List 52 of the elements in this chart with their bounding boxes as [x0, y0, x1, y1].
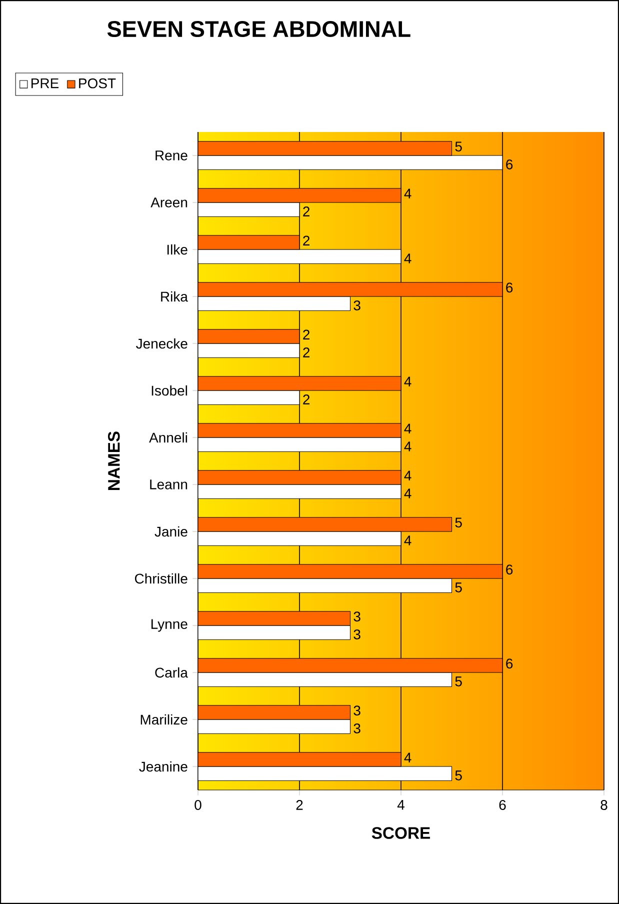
data-label: 4	[404, 376, 412, 386]
data-label: 2	[303, 394, 310, 404]
data-label: 2	[303, 236, 310, 246]
data-label: 4	[404, 470, 412, 480]
chart-title: SEVEN STAGE ABDOMINAL	[107, 20, 410, 38]
x-axis-title: SCORE	[372, 827, 430, 839]
legend-label: PRE	[32, 78, 59, 88]
legend-label: POST	[79, 78, 116, 88]
y-tick-label: Anneli	[149, 432, 188, 443]
data-label: 5	[455, 142, 462, 152]
data-label: 2	[303, 348, 310, 358]
data-label: 4	[404, 752, 412, 762]
data-label: 4	[404, 188, 412, 198]
y-tick-label: Lynne	[151, 619, 188, 632]
data-label: 2	[303, 206, 310, 216]
y-tick-label: Christille	[134, 573, 188, 584]
y-tick-label: Isobel	[152, 385, 188, 396]
x-tick-label: 2	[296, 800, 303, 810]
y-tick-label: Ilke	[167, 244, 188, 255]
data-label: 6	[506, 282, 513, 293]
y-tick-label: Marilize	[140, 714, 188, 725]
data-label: 6	[506, 159, 513, 170]
x-tick-label: 0	[194, 800, 202, 810]
y-tick-label: Rika	[161, 291, 188, 302]
data-label: 4	[404, 442, 412, 452]
data-label: 5	[455, 518, 462, 528]
data-label: 2	[303, 330, 310, 340]
y-tick-label: Leann	[150, 480, 188, 490]
data-label: 6	[506, 564, 513, 575]
data-label: 4	[404, 424, 412, 434]
y-tick-label: Jenecke	[136, 338, 188, 349]
y-axis-title: NAMES	[108, 432, 120, 490]
y-tick-label: Rene	[156, 150, 188, 160]
data-label: 3	[354, 300, 360, 310]
data-label: 3	[354, 629, 360, 640]
data-label: 5	[455, 582, 462, 592]
data-label: 5	[455, 770, 462, 780]
data-label: 5	[455, 676, 462, 686]
y-tick-label: Carla	[155, 667, 188, 678]
data-label: 4	[404, 488, 412, 498]
data-label: 3	[354, 723, 360, 734]
data-label: 3	[354, 612, 360, 622]
data-label: 6	[506, 658, 513, 669]
y-tick-label: Janie	[154, 526, 188, 537]
x-tick-label: 8	[600, 800, 608, 810]
y-tick-label: Areen	[150, 198, 188, 208]
data-label: 4	[404, 254, 412, 264]
x-tick-label: 4	[397, 800, 404, 810]
data-label: 3	[354, 706, 360, 716]
y-tick-label: Jeanine	[139, 761, 188, 772]
x-tick-label: 6	[499, 800, 506, 810]
data-label: 4	[404, 536, 412, 546]
